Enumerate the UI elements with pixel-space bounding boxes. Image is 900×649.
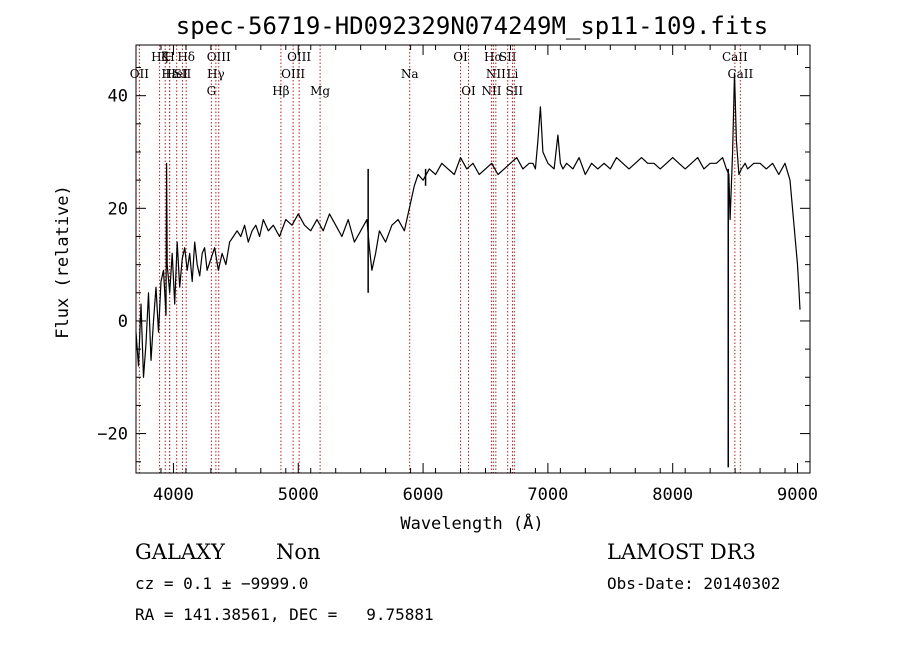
spectral-line-label: OIII: [287, 50, 311, 64]
spectral-line-label: K: [161, 50, 171, 64]
survey-name: LAMOST DR3: [607, 540, 756, 564]
spectral-line-label: Hζ: [151, 50, 168, 64]
x-tick-label: 7000: [527, 485, 568, 505]
chart-title: spec-56719-HD092329N074249M_sp11-109.fit…: [176, 12, 768, 40]
x-tick-label: 8000: [652, 485, 693, 505]
spectral-line-label: SII: [174, 67, 192, 81]
spectral-line-label: OII: [130, 67, 150, 81]
coordinates-readout: RA = 141.38561, DEC = 9.75881: [135, 605, 434, 624]
spectral-line-label: Hα: [484, 50, 503, 64]
spectral-line-label: Mg: [310, 84, 330, 98]
y-tick-label: −20: [97, 425, 128, 445]
spectral-line-label: Na: [401, 67, 419, 81]
redshift-readout: cz = 0.1 ± −9999.0: [135, 574, 308, 593]
spectral-line-label: NII: [486, 67, 506, 81]
spectral-line-label: SII: [505, 84, 523, 98]
y-axis-label: Flux (relative): [53, 185, 73, 339]
spectral-line-label: Hε: [161, 67, 178, 81]
spectral-line-label: NII: [481, 84, 501, 98]
y-tick-label: 0: [118, 312, 128, 332]
x-axis-label: Wavelength (Å): [400, 512, 543, 534]
x-tick-label: 9000: [777, 485, 818, 505]
y-tick-label: 20: [108, 199, 128, 219]
x-tick-label: 6000: [403, 485, 444, 505]
spectrum-line: [135, 72, 801, 378]
x-tick-label: 4000: [153, 485, 194, 505]
spectral-line-label: Hδ: [177, 50, 195, 64]
spectral-line-label: CaII: [722, 50, 748, 64]
plot-area: KHOIIHζHεHeIHδSIIGHγOIIIHβOIIIOIIIMgNaOI…: [97, 44, 818, 505]
spectral-line-label: OI: [453, 50, 468, 64]
object-class: GALAXY: [135, 540, 226, 564]
spectral-line-label: Li: [507, 67, 519, 81]
spectral-line-label: OIII: [207, 50, 231, 64]
plot-frame: [135, 44, 811, 474]
spectral-line-label: OIII: [281, 67, 305, 81]
spectral-line-label: Hγ: [207, 67, 225, 81]
x-tick-label: 5000: [278, 485, 319, 505]
spectral-line-label: G: [207, 84, 217, 98]
spectral-line-label: OI: [461, 84, 476, 98]
spectral-line-label: CaII: [727, 67, 753, 81]
y-tick-label: 40: [108, 87, 128, 107]
observation-date: Obs-Date: 20140302: [607, 574, 780, 593]
spectral-line-label: Hβ: [272, 84, 289, 98]
object-subclass: Non: [276, 540, 321, 564]
